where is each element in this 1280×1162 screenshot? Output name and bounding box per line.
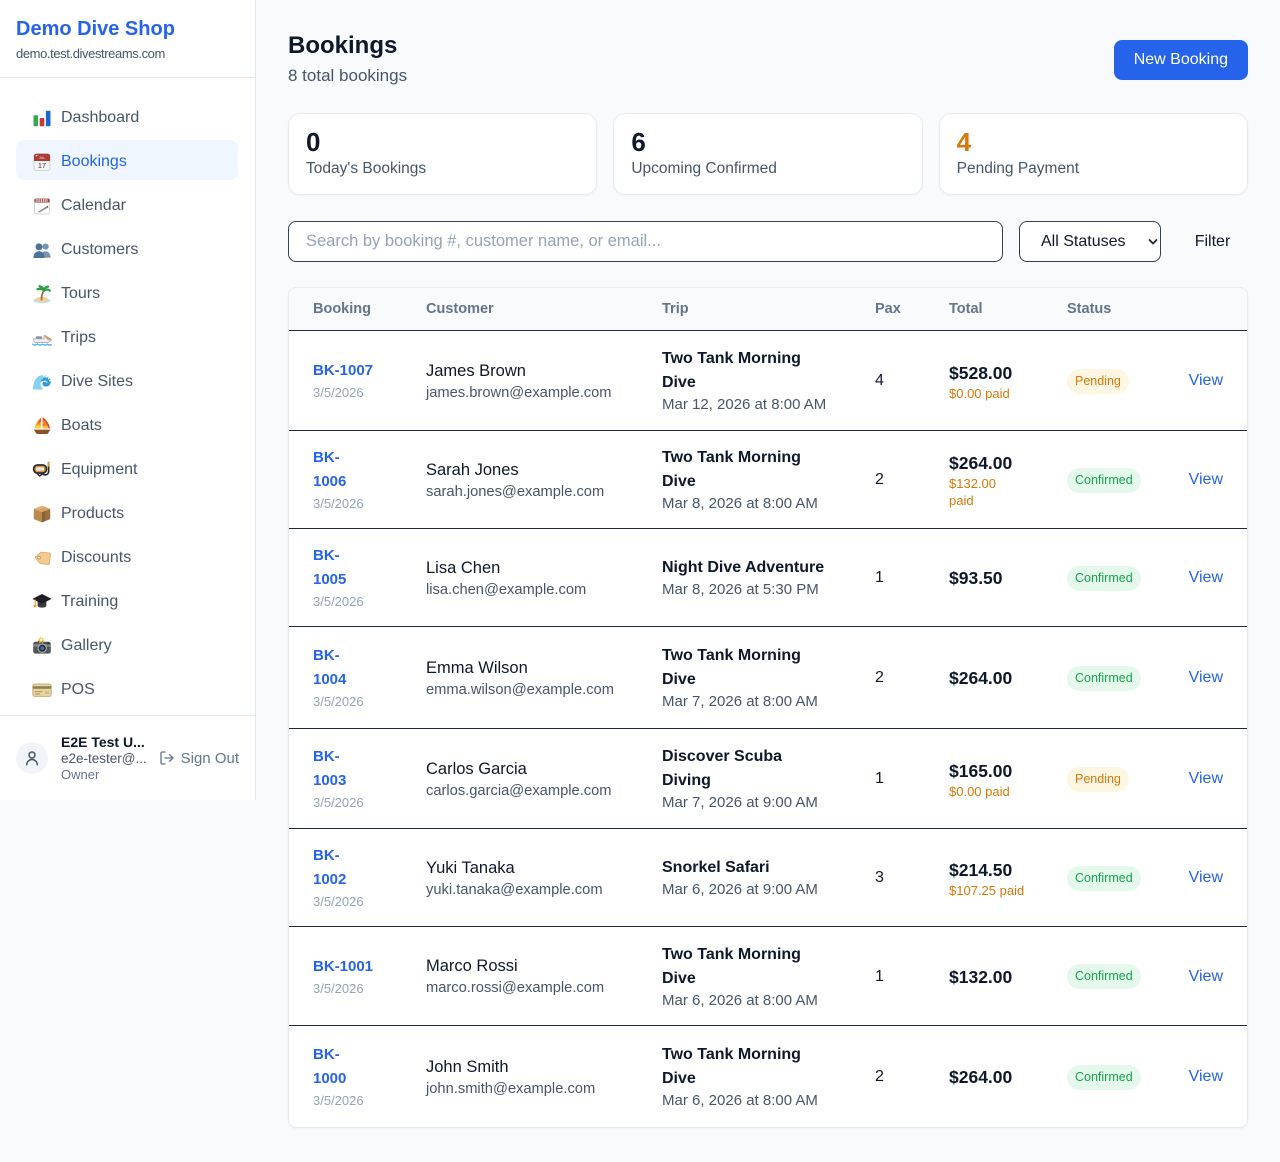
svg-text:17: 17: [38, 161, 46, 170]
svg-text:JUL: JUL: [39, 156, 45, 160]
